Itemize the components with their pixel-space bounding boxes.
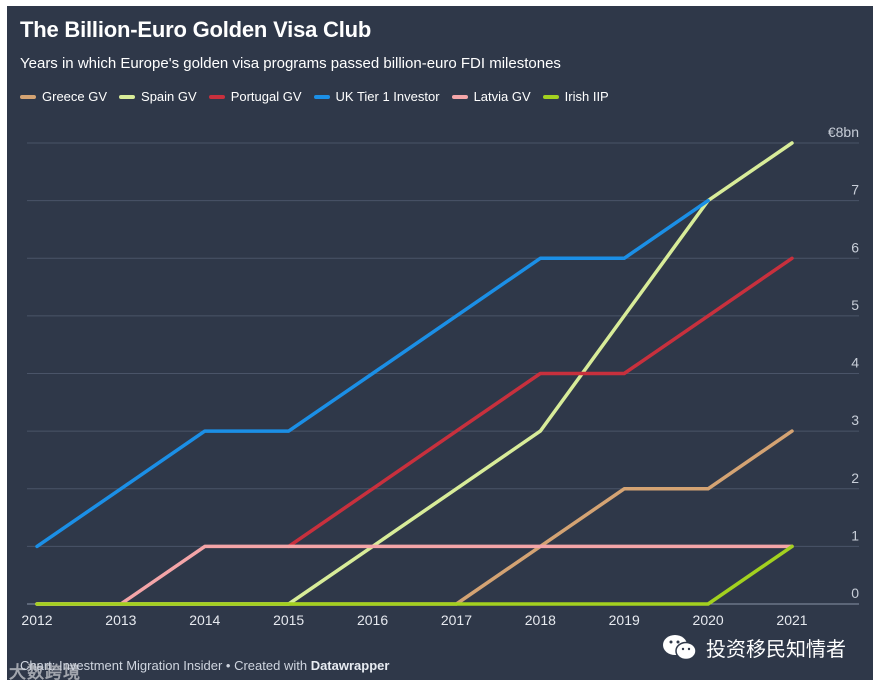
y-tick-label: 6 — [851, 239, 859, 255]
chart-credit: Chart: Investment Migration Insider • Cr… — [20, 658, 389, 673]
legend-item: Latvia GV — [451, 89, 531, 104]
legend-swatch — [313, 94, 330, 99]
wechat-icon — [663, 634, 697, 660]
y-tick-label: €8bn — [828, 124, 859, 140]
series-line — [35, 198, 710, 549]
x-tick-label: 2016 — [357, 612, 388, 628]
wechat-badge: 投资移民知情者 — [662, 633, 846, 662]
chart-frame: The Billion-Euro Golden Visa Club Years … — [7, 6, 873, 682]
watermark-text: 大数跨境 — [9, 663, 81, 682]
series-line — [286, 256, 794, 549]
wechat-account-name: 投资移民知情者 — [706, 639, 846, 661]
x-tick-label: 2012 — [21, 612, 52, 628]
x-tick-label: 2017 — [441, 612, 472, 628]
y-tick-label: 5 — [851, 297, 859, 313]
y-tick-label: 7 — [851, 182, 859, 198]
legend-swatch — [208, 94, 225, 99]
legend: Greece GV Spain GV Portugal GV UK Tier 1 In… — [20, 89, 609, 104]
y-tick-label: 2 — [851, 470, 859, 486]
legend-swatch — [451, 94, 468, 99]
legend-label: Latvia GV — [473, 89, 531, 104]
legend-label: Greece GV — [42, 89, 108, 104]
legend-swatch — [542, 94, 559, 99]
legend-label: UK Tier 1 Investor — [335, 89, 440, 104]
series-line — [35, 544, 794, 606]
legend-label: Portugal GV — [230, 89, 302, 104]
x-tick-label: 2020 — [693, 612, 724, 628]
credit-sep: • Created with — [222, 658, 311, 673]
legend-swatch — [20, 94, 36, 99]
legend-swatch — [119, 94, 136, 99]
y-tick-label: 3 — [851, 412, 859, 428]
x-tick-label: 2018 — [525, 612, 556, 628]
legend-label: Spain GV — [141, 89, 197, 104]
chart-subtitle: Years in which Europe's golden visa prog… — [20, 55, 561, 72]
legend-label: Irish IIP — [564, 89, 609, 104]
x-tick-label: 2013 — [105, 612, 136, 628]
y-tick-label: 0 — [851, 585, 859, 601]
y-tick-label: 4 — [851, 355, 859, 371]
legend-item: Portugal GV — [208, 89, 302, 104]
x-tick-label: 2014 — [189, 612, 220, 628]
legend-item: UK Tier 1 Investor — [313, 89, 440, 104]
chart-title: The Billion-Euro Golden Visa Club — [20, 17, 372, 42]
x-tick-label: 2019 — [609, 612, 640, 628]
legend-item: Irish IIP — [542, 89, 609, 104]
x-tick-label: 2015 — [273, 612, 304, 628]
series-line — [35, 544, 794, 606]
legend-item: Spain GV — [119, 89, 197, 104]
line-chart: 0 1 2 3 4 5 6 7 €8bn 2012 2013 2014 2015 2016 2017 2018… — [21, 124, 859, 628]
credit-tool: Datawrapper — [310, 658, 390, 673]
legend-item: Greece GV — [20, 89, 107, 104]
credit-source: Chart: Investment Migration Insider — [20, 658, 223, 673]
x-tick-label: 2021 — [776, 612, 807, 628]
y-tick-label: 1 — [851, 527, 859, 543]
